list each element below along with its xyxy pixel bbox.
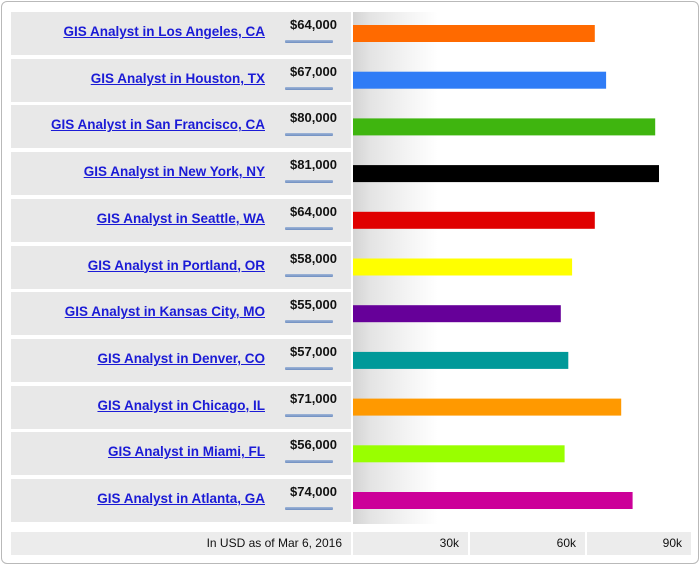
- value-underline: [285, 366, 333, 370]
- value-label: $64,000: [290, 203, 337, 219]
- category-row: GIS Analyst in Los Angeles, CA $64,000: [11, 12, 351, 55]
- bar: [353, 398, 622, 416]
- value-underline: [285, 133, 333, 137]
- category-row: GIS Analyst in Miami, FL $56,000: [11, 432, 351, 476]
- value-label: $64,000: [290, 17, 337, 32]
- category-row: GIS Analyst in Denver, CO $57,000: [11, 338, 351, 382]
- category-row: GIS Analyst in Portland, OR $58,000: [11, 245, 351, 289]
- bar: [353, 211, 595, 229]
- category-row: GIS Analyst in San Francisco, CA $80,000: [11, 105, 351, 149]
- value-underline: [285, 180, 333, 184]
- category-row: GIS Analyst in New York, NY $81,000: [11, 152, 351, 196]
- category-link[interactable]: GIS Analyst in Houston, TX: [90, 70, 265, 86]
- value-label: $81,000: [290, 157, 337, 173]
- bar: [353, 71, 607, 89]
- category-row: GIS Analyst in Seattle, WA $64,000: [11, 198, 351, 242]
- bar: [353, 445, 565, 463]
- value-label: $80,000: [290, 110, 337, 126]
- category-link[interactable]: GIS Analyst in Los Angeles, CA: [63, 24, 265, 39]
- value-label: $55,000: [290, 297, 337, 313]
- category-link[interactable]: GIS Analyst in Atlanta, GA: [97, 491, 265, 506]
- value-underline: [285, 320, 333, 324]
- category-link[interactable]: GIS Analyst in Portland, OR: [87, 257, 265, 273]
- x-tick-label: 60k: [470, 532, 585, 555]
- bar: [353, 305, 561, 323]
- bar: [353, 492, 633, 509]
- category-row: GIS Analyst in Kansas City, MO $55,000: [11, 292, 351, 336]
- value-underline: [285, 507, 333, 510]
- bar: [353, 351, 569, 369]
- category-link[interactable]: GIS Analyst in Kansas City, MO: [64, 304, 265, 320]
- category-link[interactable]: GIS Analyst in Chicago, IL: [97, 397, 265, 413]
- value-label: $71,000: [290, 390, 337, 406]
- category-row: GIS Analyst in Atlanta, GA $74,000: [11, 479, 351, 522]
- bar: [353, 258, 573, 276]
- value-label: $67,000: [290, 63, 337, 79]
- category-link[interactable]: GIS Analyst in New York, NY: [83, 164, 265, 180]
- bars-svg: [353, 25, 659, 509]
- category-link[interactable]: GIS Analyst in Miami, FL: [107, 444, 265, 460]
- x-tick-label: 90k: [587, 532, 691, 555]
- category-row: GIS Analyst in Chicago, IL $71,000: [11, 385, 351, 429]
- bar: [353, 118, 656, 136]
- value-label: $56,000: [290, 437, 337, 453]
- value-underline: [285, 460, 333, 464]
- value-label: $57,000: [290, 343, 337, 359]
- value-label: $58,000: [290, 250, 337, 266]
- x-tick-label: 30k: [353, 532, 468, 555]
- category-link[interactable]: GIS Analyst in Seattle, WA: [96, 210, 265, 226]
- category-link[interactable]: GIS Analyst in San Francisco, CA: [50, 117, 265, 133]
- footnote: In USD as of Mar 6, 2016: [11, 532, 351, 555]
- bar: [353, 25, 595, 42]
- value-underline: [285, 413, 333, 417]
- plot-area: [353, 12, 691, 524]
- bar: [353, 165, 659, 183]
- value-underline: [285, 40, 333, 43]
- category-link[interactable]: GIS Analyst in Denver, CO: [97, 350, 265, 366]
- value-label: $74,000: [290, 484, 337, 499]
- value-underline: [285, 226, 333, 230]
- value-underline: [285, 273, 333, 277]
- category-row: GIS Analyst in Houston, TX $67,000: [11, 58, 351, 102]
- value-underline: [285, 86, 333, 90]
